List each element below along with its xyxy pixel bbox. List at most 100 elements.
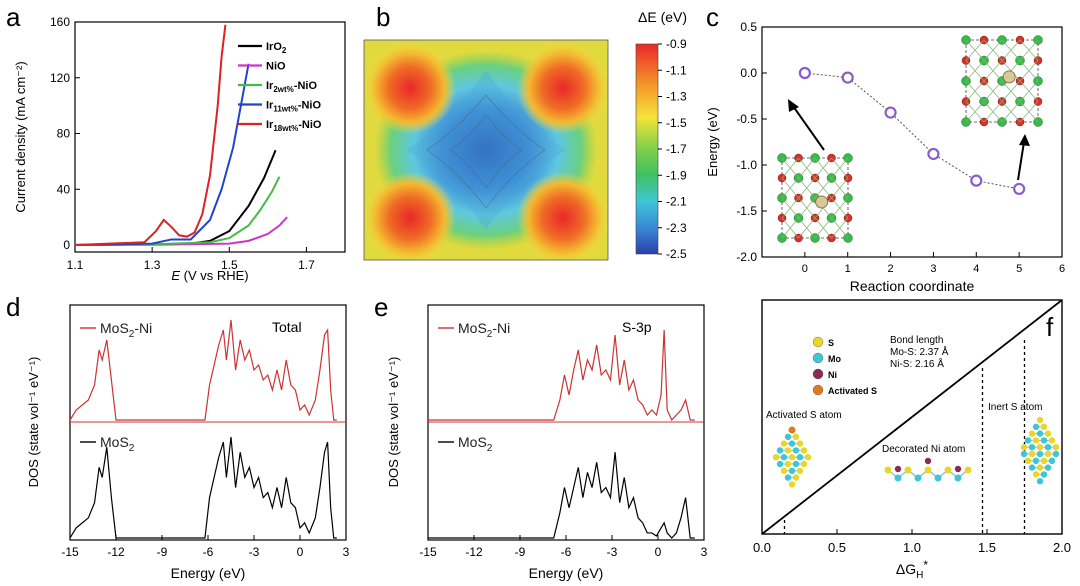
panel-f-legend-label: Mo: [828, 354, 841, 364]
panel-b-colorbar-tick-label: -1.1: [666, 63, 687, 77]
panel-c-arrow-initial: [792, 105, 825, 151]
panel-b-letter: b: [376, 2, 390, 32]
structure-atom: [1048, 457, 1056, 464]
dos-series-line: [69, 319, 337, 421]
panel-b-colorbar-tick-label: -1.5: [666, 116, 687, 130]
panel-a-legend-label: Ir2wt%-NiO: [266, 80, 317, 94]
panel-c-xtick-label: 6: [1059, 263, 1065, 275]
structure-atom: [1028, 464, 1036, 471]
panel-c-axes-frame: [761, 26, 1063, 258]
lattice-bond: [781, 217, 799, 239]
structure-atom: [780, 454, 788, 461]
structure-atom-ni: [954, 465, 962, 473]
structure-atom: [1044, 450, 1052, 458]
panel-c-series: [798, 66, 1026, 196]
lattice-bond: [1019, 60, 1039, 82]
panel-a: a Current density (mA cm⁻²) 04080120160 …: [6, 2, 346, 283]
structure-atom: [796, 440, 804, 447]
panel-a-series-line: [74, 216, 288, 247]
panel-a-series-line: [74, 24, 227, 247]
panel-a-legend-base: IrO: [266, 41, 282, 53]
lattice-bond: [814, 157, 832, 179]
structure-atom: [1036, 416, 1044, 424]
structure-atom: [1032, 457, 1040, 464]
panel-d-top-base: MoS: [100, 320, 129, 336]
structure-atom: [772, 454, 780, 461]
panel-e-xticks: -15 -12 -9 -6 -3 0 3: [419, 535, 708, 559]
panel-c-xtick-label: 5: [1016, 263, 1022, 275]
lattice-bond: [983, 60, 1003, 82]
panel-c-xlabel: Reaction coordinate: [850, 278, 975, 294]
panel-f-xtick-label: 1.5: [978, 540, 996, 555]
structure-atom: [1020, 444, 1028, 451]
panel-b-colorbar-tick-label: -1.3: [666, 90, 687, 104]
dos-xtick-label: -3: [607, 545, 618, 559]
panel-c-data-point: [1013, 182, 1026, 196]
structure-atom: [788, 481, 796, 488]
panel-f-xtick-label: 0.0: [753, 540, 771, 555]
structure-atom: [780, 467, 788, 474]
panel-f-xlabel-sup: *: [923, 558, 928, 572]
structure-atom: [1032, 423, 1040, 430]
panel-f-structure-activated: [772, 426, 812, 488]
panel-f-markers: [783, 340, 1026, 534]
panel-c-ylabel: Energy (eV): [705, 107, 720, 176]
structure-atom: [784, 474, 792, 481]
lattice-bond: [1019, 101, 1039, 123]
panel-f-legend-dot: [812, 336, 824, 348]
panel-a-legend-base: Ir: [266, 80, 274, 92]
lattice-bond: [965, 80, 985, 102]
structure-atom: [792, 474, 800, 481]
lattice-bond: [814, 177, 832, 199]
lattice-bond: [983, 80, 1003, 102]
structure-atom: [800, 460, 808, 468]
panel-f-label-decorated: Decorated Ni atom: [882, 444, 965, 455]
panel-f-legend-label: Ni: [828, 370, 837, 380]
structure-atom: [788, 454, 796, 461]
structure-atom: [1040, 437, 1048, 444]
panel-f-legend-label: S: [828, 338, 834, 348]
structure-atom: [1036, 430, 1044, 437]
structure-atom: [894, 474, 902, 482]
structure-atom: [944, 466, 952, 474]
panel-d-bottom-base: MoS: [100, 434, 129, 450]
panel-f-legend-dot: [812, 384, 824, 396]
structure-atom: [776, 460, 784, 468]
panel-e: e DOS (state vol⁻¹ eV⁻¹) Energy (eV) -15…: [374, 292, 708, 581]
panel-d-xlabel: Energy (eV): [171, 565, 246, 581]
structure-atom: [796, 467, 804, 474]
structure-atom: [788, 467, 796, 474]
panel-c-xtick-label: 4: [973, 263, 979, 275]
panel-a-legend-sub: 11wt%: [273, 105, 297, 114]
panel-c-data-point: [798, 66, 811, 80]
structure-atom: [1040, 457, 1048, 464]
panel-d-xticks: -15 -12 -9 -6 -3 0 3: [61, 535, 350, 559]
panel-c-letter: c: [706, 2, 719, 32]
lattice-bond: [965, 101, 985, 123]
panel-a-legend-label: IrO2: [266, 41, 287, 55]
structure-atom: [792, 433, 800, 440]
panel-a-xtick-label: 1.5: [221, 258, 238, 272]
structure-atom: [784, 433, 792, 440]
panel-c-ytick-label: -1.5: [736, 204, 757, 218]
panel-a-xlabel-rest: (V vs RHE): [180, 268, 249, 283]
panel-f-letter: f: [1046, 312, 1054, 342]
panel-b-colorbar-ticks: -0.9 -1.1 -1.3 -1.5 -1.7 -1.9 -2.1 -2.3 -2.5: [658, 37, 687, 261]
panel-a-legend-base: Ir: [266, 119, 274, 131]
panel-e-top-suffix: -Ni: [492, 320, 510, 336]
panel-f-bond-title: Bond length: [890, 335, 943, 346]
panel-c-inset-final: [955, 32, 1050, 130]
structure-atom: [954, 474, 962, 482]
panel-a-legend-sub: 2: [282, 46, 287, 55]
panel-e-bottom-base: MoS: [458, 434, 487, 450]
panel-a-ytick-label: 0: [63, 238, 70, 252]
panel-a-ytick-label: 120: [50, 71, 70, 85]
lattice-atom-ir: [1002, 70, 1016, 84]
panel-a-ytick-label: 80: [57, 127, 71, 141]
panel-c-xtick-label: 3: [930, 263, 936, 275]
lattice-bond: [965, 60, 985, 82]
panel-b-colorbar-tick-label: -2.3: [666, 221, 687, 235]
panel-c-ytick-label: -1.0: [736, 158, 757, 172]
panel-f-xticks: 0.0 0.5 1.0 1.5 2.0: [753, 529, 1071, 555]
structure-atom: [1028, 450, 1036, 458]
